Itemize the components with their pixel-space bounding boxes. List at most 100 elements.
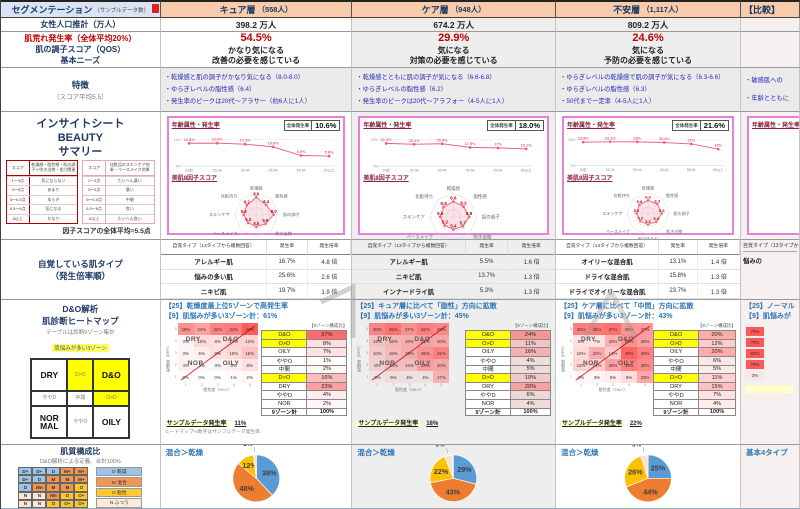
svg-text:5%: 5% bbox=[436, 445, 446, 449]
svg-text:8.0: 8.0 bbox=[253, 192, 260, 197]
heatmap-cell: 23% bbox=[637, 371, 654, 384]
svg-text:35-44: 35-44 bbox=[438, 169, 447, 173]
zone-share: 6% bbox=[699, 356, 737, 365]
heatmap-cell: 24% bbox=[193, 323, 210, 336]
age-chart-title: 年齢属性・発生率 bbox=[567, 123, 616, 129]
svg-text:21%: 21% bbox=[687, 139, 695, 143]
svg-text:吹き出物: 吹き出物 bbox=[474, 233, 492, 240]
zone-share: 100% bbox=[511, 407, 552, 417]
pie-label: 混合＞乾燥 bbox=[561, 448, 599, 457]
heatmap-xtick: 3 bbox=[611, 383, 615, 388]
comp-matrix-cell: M+ bbox=[60, 467, 75, 476]
svg-text:21.3%: 21.3% bbox=[381, 137, 393, 142]
zone-share: 7% bbox=[307, 347, 348, 357]
sample-rate-value: 18% bbox=[426, 421, 439, 428]
heatmap-zone-label: NOR bbox=[379, 360, 396, 368]
pie-cell: 混合＞乾燥 38% 48% 12% 2% bbox=[160, 445, 353, 509]
heatmap-xtick: 5 bbox=[643, 383, 647, 388]
heatmap-cell: 16% bbox=[241, 347, 258, 360]
heatmap-cell: 20% bbox=[433, 359, 450, 372]
heatmap-xlabel: 脂性度（OILY） bbox=[598, 387, 628, 393]
svg-text:5.9: 5.9 bbox=[441, 201, 448, 206]
zone-name: ややD bbox=[653, 390, 700, 399]
heatmap-cell: 42% bbox=[241, 323, 258, 336]
svg-text:22.8%: 22.8% bbox=[578, 137, 589, 141]
score-meaning: ゆらぎ bbox=[47, 196, 60, 202]
svg-text:25-34: 25-34 bbox=[606, 168, 615, 172]
svg-text:15%: 15% bbox=[173, 138, 180, 142]
types-header: 自覚タイプ（13タイプから複数回答） bbox=[743, 242, 799, 252]
skin-quality-pie: 38% 48% 12% 2% bbox=[161, 445, 352, 508]
dando-finding-9: 【9】肌悩みが bbox=[745, 313, 791, 321]
score-range: 5～6.5点 bbox=[7, 195, 30, 205]
dando-heatmap: 乾燥度（DRY） 5 4 3 2 1 30% 35% 27% 32% 29% 13% 16% 18% 21%… bbox=[356, 323, 465, 416]
overall-rate-value: 18.0% bbox=[518, 121, 541, 130]
svg-text:0%: 0% bbox=[373, 164, 378, 168]
heatmap-xlabel: 脂性度（OILY） bbox=[394, 387, 424, 393]
insight-cell: 年齢属性・発生率 全体発生率 18.0% 25% 0% 21.3% 20前 20.4% 2… bbox=[352, 112, 557, 240]
heatmap-xtick: 2 bbox=[392, 383, 395, 388]
heatmap-xtick: 5 bbox=[248, 383, 251, 388]
heatmap-ytick: 5 bbox=[366, 327, 369, 332]
zone-name: ややD bbox=[465, 390, 512, 399]
heatmap-zone-label: D&O bbox=[222, 336, 239, 344]
zones-header: 【9ゾーン構成比】 bbox=[309, 323, 348, 329]
svg-text:乾燥感: 乾燥感 bbox=[250, 185, 263, 192]
feature-item: ・50代まで一定率（4-5人に1人） bbox=[560, 98, 656, 106]
zone-name: 中間 bbox=[465, 364, 512, 373]
pie-cell: 基本4タイプ bbox=[741, 445, 800, 509]
zone-matrix-cell: D&O bbox=[93, 359, 130, 391]
comp-matrix-cell: M bbox=[60, 475, 75, 484]
segment-features: ・敏感肌への ・年齢とともに bbox=[741, 68, 800, 112]
svg-text:12%: 12% bbox=[242, 461, 257, 470]
score-average-note: 因子スコアの全体平均=5.5点 bbox=[62, 228, 151, 235]
zone-matrix-cell: ややO bbox=[67, 406, 94, 438]
comp-matrix-cell: N bbox=[32, 491, 47, 500]
zone-share: 24% bbox=[511, 330, 552, 339]
legend-item: O 脂性 bbox=[96, 487, 143, 498]
insight-sheet-box: 年齢属性・発生率 bbox=[747, 116, 800, 235]
svg-text:6.3: 6.3 bbox=[645, 195, 651, 200]
dando-finding-25: 【25】ケア層に比べて「中間」方向に拡散 bbox=[560, 303, 694, 310]
legend-item: M 混合 bbox=[96, 477, 143, 487]
heatmap-cell: 30% bbox=[369, 323, 386, 336]
zone-share: 1% bbox=[307, 356, 348, 365]
svg-text:乾燥感: 乾燥感 bbox=[642, 184, 654, 190]
heatmap-zone-label: DRY bbox=[581, 336, 596, 344]
factor-radar-chart: 乾燥感脂性感肌の調子吹き出物毛穴詰まりベースメイクスキンケア化粧持ち6.66.2… bbox=[363, 182, 544, 240]
svg-text:5.2: 5.2 bbox=[638, 216, 644, 221]
skin-type-rate: 25.6% bbox=[267, 269, 308, 285]
score-col-header: スコア bbox=[7, 161, 30, 175]
heatmap-xtick: 3 bbox=[408, 383, 411, 388]
heatmap-cell: 35% bbox=[589, 323, 606, 336]
svg-text:48%: 48% bbox=[239, 484, 254, 493]
score-meaning: たいへん悪い bbox=[117, 177, 142, 183]
segment-features: ・乾燥感とともに肌の調子が気になる（6.6-6.8） ・ゆらぎレベルの脂性感（6… bbox=[352, 68, 557, 112]
heatmap-cell: 29% bbox=[177, 323, 194, 336]
svg-text:65以上: 65以上 bbox=[713, 167, 724, 172]
segment-header: 【比較】 bbox=[741, 0, 800, 18]
insight-sheet-box: 年齢属性・発生率 全体発生率 18.0% 25% 0% 21.3% 20前 20.4% 2… bbox=[358, 116, 550, 239]
svg-text:6.6: 6.6 bbox=[451, 196, 458, 201]
zone-matrix: DRY D>O D&O ややD 中間 O>D NOR MAL ややO OILY bbox=[1, 358, 160, 439]
dando-title-1: D&O解析 bbox=[62, 304, 99, 314]
svg-text:5.9: 5.9 bbox=[262, 218, 269, 223]
zone-name: ややO bbox=[261, 356, 308, 365]
svg-text:化粧持ち: 化粧持ち bbox=[220, 192, 237, 199]
skintypes-label-2: （発生倍率順） bbox=[50, 270, 111, 281]
zone-share: 20% bbox=[699, 330, 737, 339]
heatmap-xtick: 3 bbox=[216, 383, 219, 388]
heatmap-zone-label: D&O bbox=[618, 336, 634, 344]
skin-type-name: アレルギー肌 bbox=[352, 254, 466, 270]
sidebar-header-sub: （サンプルデータ数） bbox=[94, 7, 150, 14]
segment-count: （948人） bbox=[450, 5, 486, 14]
overall-rate-label: 全体発生率 bbox=[673, 121, 701, 130]
zone-share: 37% bbox=[307, 330, 348, 339]
sidebar-header: セグメンテーション （サンプルデータ数） bbox=[1, 0, 161, 18]
heatmap-ylabel: 乾燥度（DRY） bbox=[356, 344, 362, 373]
svg-text:5.9%: 5.9% bbox=[296, 149, 305, 154]
svg-text:65以上: 65以上 bbox=[521, 168, 532, 173]
comp-matrix-cell: D bbox=[32, 475, 47, 484]
heatmap-ytick: 1 bbox=[569, 375, 573, 380]
svg-text:25%: 25% bbox=[651, 464, 666, 473]
